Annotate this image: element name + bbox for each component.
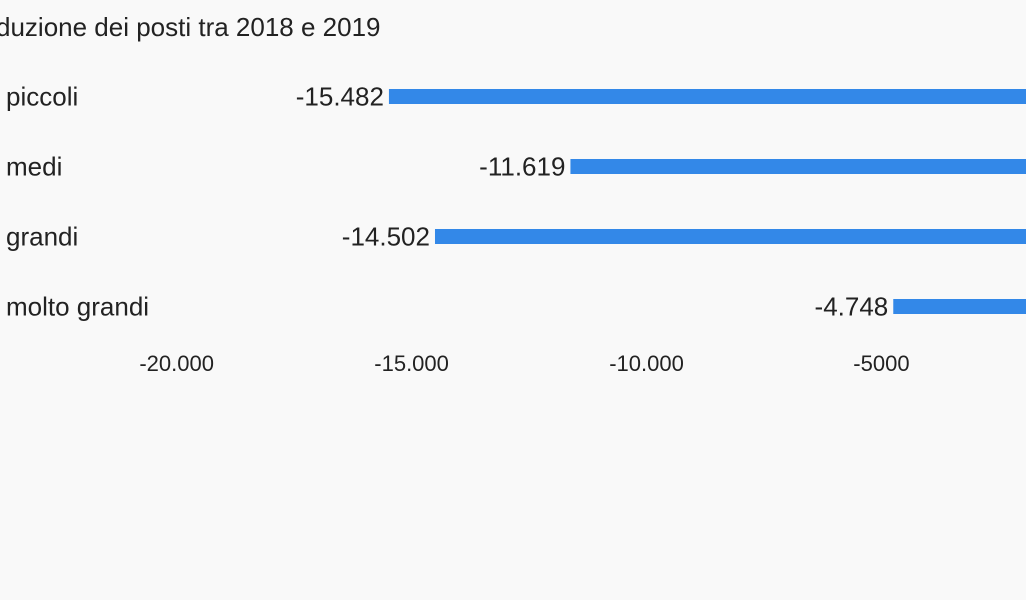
value-label: -11.619 [479,152,565,182]
value-label: -14.502 [342,222,430,252]
x-tick-label: -15.000 [374,351,449,376]
bar [388,89,1026,104]
category-label: medi [6,152,62,182]
x-tick-label: -20.000 [139,351,214,376]
x-tick-label: -5000 [853,351,909,376]
bar [434,229,1026,244]
category-label: grandi [6,222,78,252]
bar [893,299,1026,314]
bar [570,159,1026,174]
category-label: piccoli [6,82,78,112]
value-label: -4.748 [815,292,889,322]
x-tick-label: -10.000 [609,351,684,376]
bars-layer: piccoli -15.482 medi -11.619 grandi -14.502 mo… [6,82,1026,322]
chart-title: duzione dei posti tra 2018 e 2019 [0,12,381,42]
category-label: molto grandi [6,292,149,322]
value-label: -15.482 [296,82,384,112]
x-axis: -20.000 -15.000 -10.000 -5000 [139,351,909,376]
